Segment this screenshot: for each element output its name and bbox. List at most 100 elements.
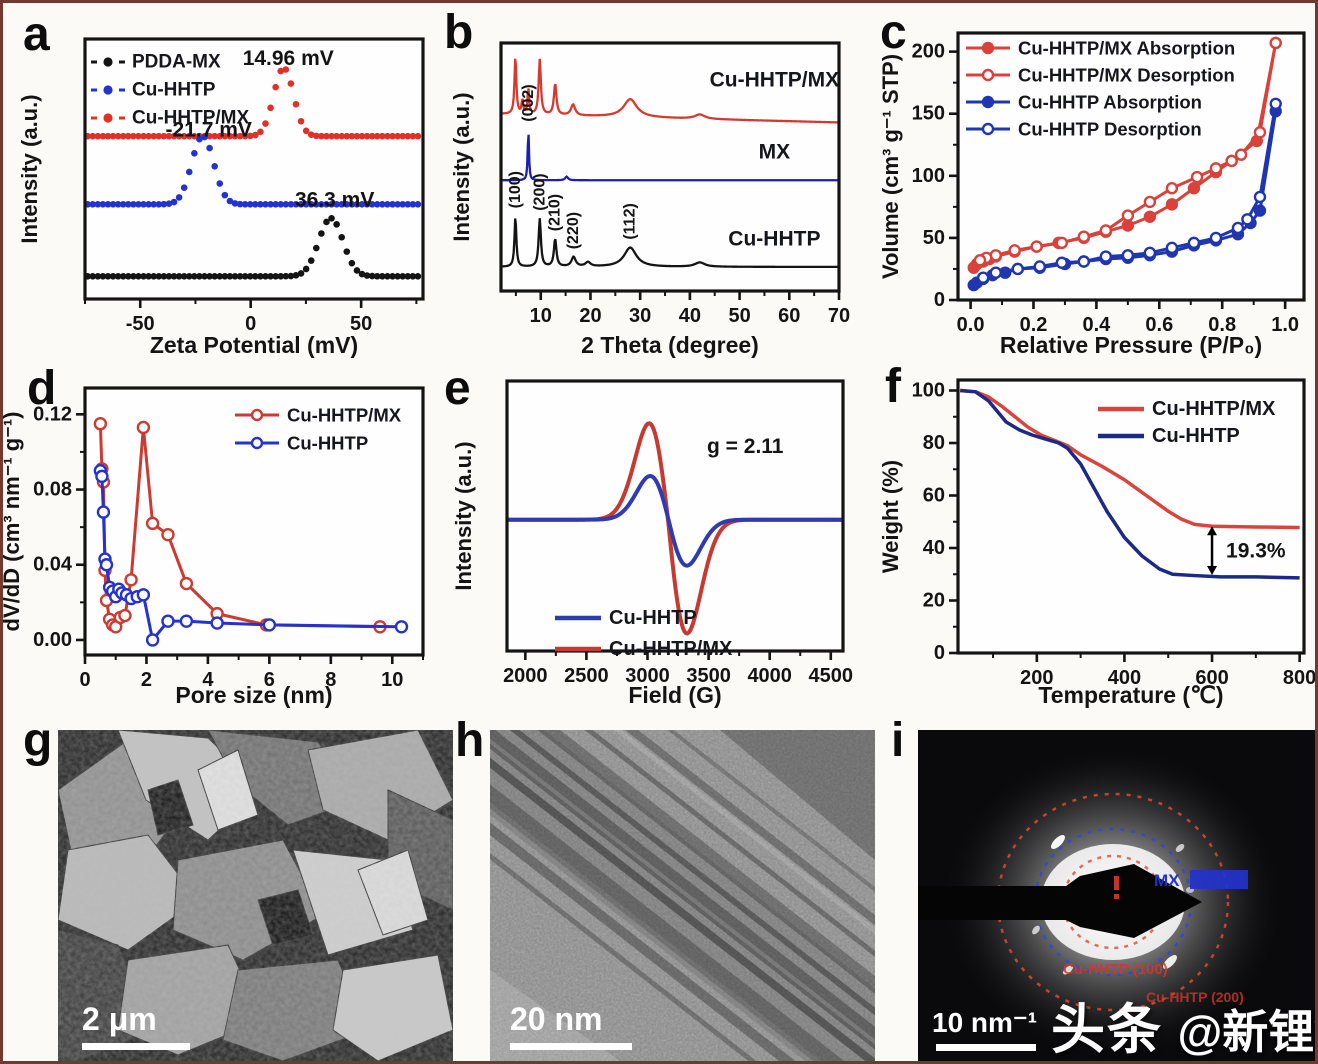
svg-text:0.08: 0.08: [33, 479, 72, 501]
panel-f-tga-chart: 200 400 600 800 0 20 40 60 80 100 Temperature (℃) W…: [878, 363, 1316, 718]
panel-h-label: h: [455, 714, 485, 767]
svg-text:3000: 3000: [625, 665, 670, 687]
panel-c-isotherm-chart: 0.0 0.2 0.4 0.6 0.8 1.0 0 50 100 150 200 Relative P…: [878, 3, 1315, 368]
svg-text:14.96 mV: 14.96 mV: [243, 47, 334, 70]
tem-scale-bar: [510, 1043, 632, 1050]
svg-text:Cu-HHTP: Cu-HHTP: [728, 227, 820, 250]
svg-text:Field (G): Field (G): [628, 682, 721, 708]
svg-text:(210): (210): [547, 194, 564, 231]
svg-text:30: 30: [629, 305, 651, 327]
svg-text:0: 0: [245, 313, 256, 335]
svg-text:60: 60: [778, 305, 800, 327]
svg-text:1.0: 1.0: [1271, 314, 1299, 336]
svg-text:70: 70: [828, 305, 850, 327]
panel-b-label: b: [444, 6, 474, 59]
svg-text:(220): (220): [565, 212, 582, 249]
svg-text:10: 10: [530, 305, 552, 327]
beam-stopper: [918, 864, 1202, 938]
chart-svg-b: Cu-HHTP/MX (002) MX (100) (200)(210) (220) (11…: [449, 41, 850, 358]
svg-text:50: 50: [728, 305, 750, 327]
panel-f-label: f: [885, 360, 901, 413]
svg-text:3500: 3500: [686, 665, 731, 687]
svg-text:800: 800: [1283, 667, 1316, 689]
svg-text:0.04: 0.04: [33, 554, 73, 576]
chart-svg-c: 0.0 0.2 0.4 0.6 0.8 1.0 0 50 100 150 200 Relative P…: [878, 31, 1306, 358]
svg-text:40: 40: [923, 537, 945, 559]
svg-text:400: 400: [1108, 667, 1141, 689]
svg-text:50: 50: [923, 227, 945, 249]
svg-text:0.00: 0.00: [33, 629, 72, 651]
panel-a-zeta-chart: -50 0 50 Zeta Potential (mV) Intensity (a.u.…: [3, 3, 443, 368]
svg-text:Cu-HHTP/MX Desorption: Cu-HHTP/MX Desorption: [1018, 65, 1235, 86]
panel-e-epr-chart: 2000 2500 3000 3500 4000 4500 Field (G) Intensi…: [443, 363, 878, 718]
svg-text:6: 6: [264, 669, 275, 691]
svg-text:Cu-HHTP/MX: Cu-HHTP/MX: [710, 68, 840, 91]
sem-svg: 2 μm: [58, 730, 453, 1061]
svg-text:60: 60: [923, 485, 945, 507]
saed-scale-bar: [936, 1044, 1036, 1051]
svg-text:-21.7 mV: -21.7 mV: [166, 119, 252, 142]
svg-text:4: 4: [202, 669, 214, 691]
svg-text:Weight (%): Weight (%): [878, 460, 903, 573]
panel-d-label: d: [27, 362, 57, 415]
svg-text:dV/dD (cm³ nm⁻¹ g⁻¹): dV/dD (cm³ nm⁻¹ g⁻¹): [3, 412, 24, 632]
svg-text:4500: 4500: [809, 665, 854, 687]
watermark: 头条 @新锂念: [1051, 985, 1315, 1061]
tem-svg: 20 nm: [490, 730, 875, 1061]
svg-text:0.0: 0.0: [957, 314, 985, 336]
svg-text:Cu-HHTP/MX Absorption: Cu-HHTP/MX Absorption: [1018, 38, 1235, 59]
svg-text:20: 20: [923, 590, 945, 612]
svg-text:19.3%: 19.3%: [1226, 540, 1286, 563]
tem-image: 20 nm: [490, 730, 875, 1061]
svg-text:-50: -50: [126, 313, 155, 335]
panel-d-poresize-chart: 0 2 4 6 8 10 0.00 0.04 0.08 0.12 Pore size (nm) dV/…: [3, 363, 443, 718]
svg-text:0.6: 0.6: [1145, 314, 1173, 336]
svg-text:36.3 mV: 36.3 mV: [295, 189, 374, 212]
svg-text:150: 150: [912, 103, 945, 125]
svg-text:Cu-HHTP/MX: Cu-HHTP/MX: [1152, 398, 1276, 420]
tem-scale-bar-label: 20 nm: [510, 1001, 602, 1037]
saed-svg: MX Cu-HHTP (100) Cu-HHTP (200) 10 nm⁻¹: [918, 730, 1315, 1061]
svg-text:Zeta Potential (mV): Zeta Potential (mV): [150, 332, 358, 358]
svg-text:Cu-HHTP/MX: Cu-HHTP/MX: [609, 638, 733, 660]
panel-e-label: e: [444, 362, 471, 415]
svg-text:600: 600: [1195, 667, 1228, 689]
svg-text:20: 20: [579, 305, 601, 327]
panel-i-label: i: [891, 714, 905, 767]
svg-text:0: 0: [934, 289, 945, 311]
svg-text:200: 200: [1020, 667, 1053, 689]
svg-text:50: 50: [350, 313, 372, 335]
svg-text:2500: 2500: [564, 665, 609, 687]
svg-text:4000: 4000: [747, 665, 792, 687]
panel-a-label: a: [23, 8, 50, 61]
svg-text:0.2: 0.2: [1020, 314, 1048, 336]
svg-text:0.4: 0.4: [1082, 314, 1111, 336]
svg-text:8: 8: [325, 669, 336, 691]
svg-text:MX: MX: [759, 141, 791, 164]
panel-b-xrd-chart: Cu-HHTP/MX (002) MX (100) (200) (210) (220) (11…: [443, 3, 878, 368]
svg-text:100: 100: [912, 165, 945, 187]
svg-text:Cu-HHTP: Cu-HHTP: [1152, 425, 1240, 447]
svg-text:Intensity (a.u.): Intensity (a.u.): [17, 94, 42, 243]
watermark-handle: @新锂念: [1177, 1006, 1315, 1058]
chart-svg-f: 200 400 600 800 0 20 40 60 80 100 Temperature (℃) W…: [878, 378, 1316, 708]
sem-scale-bar-label: 2 μm: [82, 1001, 157, 1037]
svg-text:(002): (002): [520, 84, 537, 121]
svg-text:200: 200: [912, 41, 945, 63]
svg-text:10: 10: [381, 669, 403, 691]
svg-text:(200): (200): [531, 173, 548, 210]
svg-text:Relative Pressure (P/P₀): Relative Pressure (P/P₀): [1000, 332, 1262, 358]
svg-text:Intensity (a.u.): Intensity (a.u.): [449, 92, 474, 241]
svg-text:Cu-HHTP Absorption: Cu-HHTP Absorption: [1018, 92, 1202, 113]
svg-text:80: 80: [923, 432, 945, 454]
svg-text:(100): (100): [507, 171, 524, 208]
chart-svg-e: 2000 2500 3000 3500 4000 4500 Field (G) Intensi…: [451, 379, 854, 708]
svg-text:0: 0: [934, 642, 945, 664]
ring-label-cuhhtp-100: Cu-HHTP (100): [1063, 961, 1168, 978]
chart-svg-d: 0 2 4 6 8 10 0.00 0.04 0.08 0.12 Pore size (nm) dV/…: [3, 386, 425, 708]
svg-text:Cu-HHTP: Cu-HHTP: [132, 80, 216, 101]
ring-label-cuhhtp-200: Cu-HHTP (200): [1146, 989, 1244, 1005]
svg-text:2000: 2000: [503, 665, 548, 687]
